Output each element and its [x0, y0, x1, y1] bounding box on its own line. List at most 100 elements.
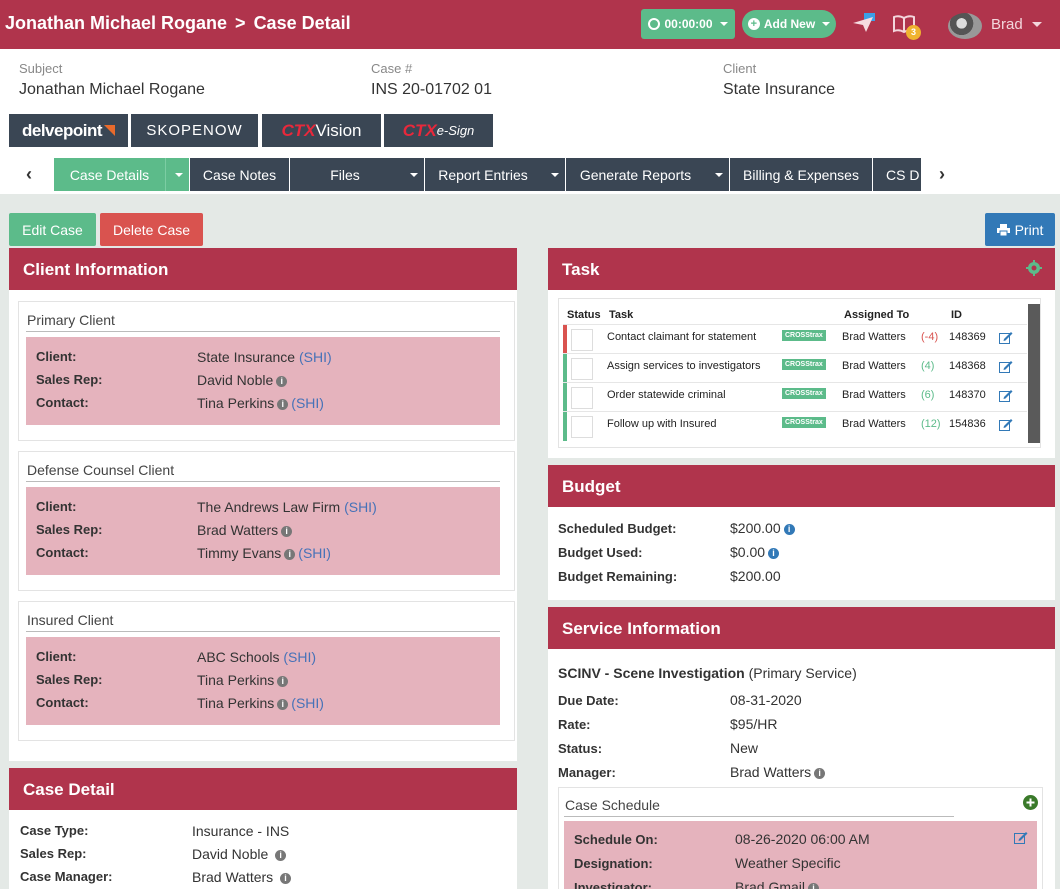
task-name[interactable]: Assign services to investigators [607, 360, 761, 372]
mail-send-icon[interactable] [852, 12, 876, 34]
subject-label: Subject [19, 61, 63, 76]
breadcrumb-case-name[interactable]: Jonathan Michael Rogane [5, 13, 228, 33]
info-icon[interactable]: i [783, 524, 795, 535]
info-icon[interactable]: i [276, 376, 288, 387]
client-name[interactable]: The Andrews Law Firm [197, 499, 341, 515]
task-name[interactable]: Contact claimant for statement [607, 331, 757, 343]
task-panel: Task Status Task Assigned To ID Contact … [548, 248, 1055, 458]
user-name: Brad [991, 16, 1023, 33]
task-status-checkbox[interactable] [571, 387, 593, 409]
delvepoint-button[interactable]: delvepoint [9, 114, 128, 147]
tab-report-entries[interactable]: Report Entries [425, 158, 565, 191]
task-name[interactable]: Follow up with Insured [607, 418, 717, 430]
task-status-checkbox[interactable] [571, 416, 593, 438]
tab-case-details[interactable]: Case Details [54, 158, 189, 191]
contact-label: Contact: [36, 695, 89, 710]
info-icon[interactable]: i [277, 699, 289, 710]
insured-client-group: Insured Client Client: ABC Schools (SHI)… [18, 601, 515, 741]
tab-files[interactable]: Files [290, 158, 424, 191]
sales-rep-value: Brad Watters i [197, 522, 295, 538]
schedule-on-label: Schedule On: [574, 832, 658, 847]
task-status-checkbox[interactable] [571, 358, 593, 380]
top-bar: Jonathan Michael Rogane > Case Detail 00:0… [0, 0, 1060, 49]
tab-dropdown-toggle[interactable] [400, 158, 424, 191]
due-date-label: Due Date: [558, 693, 619, 708]
info-icon[interactable]: i [280, 873, 292, 884]
edit-icon[interactable] [999, 360, 1013, 373]
info-icon[interactable]: i [814, 768, 826, 779]
sales-rep-label: Sales Rep: [36, 522, 103, 537]
case-schedule-details: Schedule On: 08-26-2020 06:00 AM Designa… [564, 821, 1037, 889]
service-code: SCINV - Scene Investigation [558, 665, 745, 681]
task-id: 148369 [949, 331, 986, 343]
timer-button[interactable]: 00:00:00 [641, 9, 735, 39]
case-type-label: Case Type: [20, 823, 89, 838]
ctx-esign-logo: CTX [402, 120, 437, 140]
edit-icon[interactable] [999, 331, 1013, 344]
user-menu[interactable]: Brad [991, 16, 1042, 33]
days-remaining: (12) [921, 418, 941, 430]
task-priority-bar [563, 325, 567, 354]
contact-code-link[interactable]: (SHI) [298, 545, 331, 561]
caret-down-icon [1031, 22, 1042, 27]
contact-code-link[interactable]: (SHI) [291, 695, 324, 711]
client-label: Client: [36, 349, 77, 364]
add-schedule-icon[interactable] [1023, 795, 1038, 810]
ctx-esign-button[interactable]: CTX e-Sign [384, 114, 493, 147]
edit-icon[interactable] [1014, 831, 1028, 844]
tab-dropdown-toggle[interactable] [541, 158, 565, 191]
contact-name: Tina Perkins [197, 395, 275, 411]
delvepoint-label: delvepoint [21, 120, 103, 140]
case-schedule-group: Case Schedule Schedule On: 08-26-2020 06… [558, 787, 1043, 889]
tab-label: Report Entries [438, 166, 528, 183]
client-value: ABC Schools (SHI) [197, 649, 316, 665]
info-icon[interactable]: i [808, 883, 820, 889]
client-name[interactable]: ABC Schools [197, 649, 280, 665]
delete-case-button[interactable]: Delete Case [100, 213, 203, 246]
chevron-right-icon[interactable]: › [939, 164, 945, 184]
client-code-link[interactable]: (SHI) [283, 649, 317, 665]
service-name: SCINV - Scene Investigation (Primary Ser… [558, 665, 857, 681]
assigned-to: Brad Watters [842, 418, 906, 430]
print-label: Print [1014, 221, 1044, 238]
contact-code-link[interactable]: (SHI) [291, 395, 324, 411]
sales-rep-name: David Noble [197, 372, 274, 388]
primary-client-title: Primary Client [26, 312, 500, 332]
tab-generate-reports[interactable]: Generate Reports [566, 158, 729, 191]
gear-icon[interactable] [1026, 260, 1042, 276]
ctx-vision-button[interactable]: CTX Vision [262, 114, 381, 147]
task-status-checkbox[interactable] [571, 329, 593, 351]
tab-dropdown-toggle[interactable] [165, 158, 189, 191]
edit-case-button[interactable]: Edit Case [9, 213, 96, 246]
avatar[interactable] [948, 13, 982, 39]
investigator-label: Investigator: [574, 880, 653, 889]
task-scrollbar[interactable] [1028, 304, 1040, 443]
tab-dropdown-toggle[interactable] [705, 158, 729, 191]
client-code-link[interactable]: (SHI) [344, 499, 377, 515]
info-icon[interactable]: i [275, 850, 287, 861]
info-icon[interactable]: i [284, 549, 296, 560]
assigned-to: Brad Watters [842, 360, 906, 372]
client-information-title: Client Information [9, 248, 517, 290]
add-new-button[interactable]: + Add New [742, 10, 836, 38]
edit-icon[interactable] [999, 389, 1013, 402]
tab-label: Generate Reports [579, 166, 692, 183]
tab-cs-d[interactable]: CS D [873, 158, 921, 191]
info-icon[interactable]: i [277, 676, 289, 687]
assigned-to: Brad Watters [842, 331, 906, 343]
info-icon[interactable]: i [281, 526, 293, 537]
tab-case-notes[interactable]: Case Notes [190, 158, 289, 191]
crosstrax-badge: CROSStrax [782, 388, 826, 399]
info-icon[interactable]: i [768, 548, 780, 559]
client-code-link[interactable]: (SHI) [298, 349, 332, 365]
info-icon[interactable]: i [277, 399, 289, 410]
task-name[interactable]: Order statewide criminal [607, 389, 726, 401]
chevron-left-icon[interactable]: ‹ [26, 164, 32, 184]
client-name[interactable]: State Insurance [197, 349, 296, 365]
edit-icon[interactable] [999, 418, 1013, 431]
tab-billing-expenses[interactable]: Billing & Expenses [730, 158, 872, 191]
caret-down-icon [822, 22, 831, 26]
print-button[interactable]: Print [985, 213, 1055, 246]
skopenow-button[interactable]: SKOPENOW [131, 114, 258, 147]
tab-label: Case Notes [202, 166, 277, 183]
